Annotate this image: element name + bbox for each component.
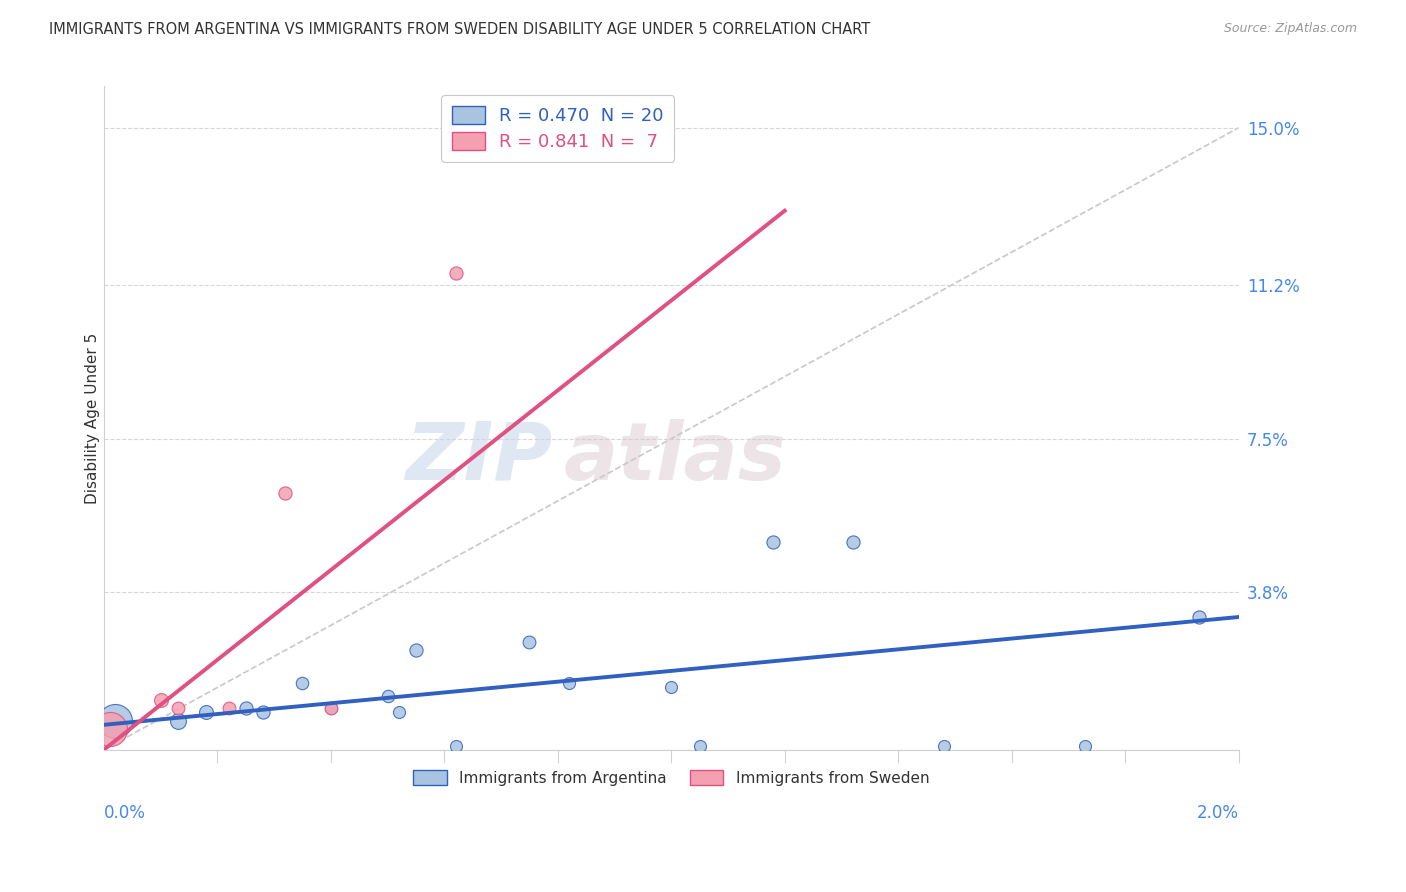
Point (104, 714, 127, 728)
Point (842, 535, 865, 549)
Text: 2.0%: 2.0% (1197, 804, 1239, 822)
Point (405, 643, 427, 657)
Point (1188, 610, 1211, 624)
Point (444, 739, 467, 753)
Point (98, 722, 121, 736)
Point (319, 701, 342, 715)
Point (519, 635, 541, 649)
Point (558, 676, 581, 690)
Point (218, 701, 240, 715)
Text: 0.0%: 0.0% (104, 804, 146, 822)
Text: Source: ZipAtlas.com: Source: ZipAtlas.com (1223, 22, 1357, 36)
Point (149, 693, 172, 707)
Point (195, 706, 218, 720)
Point (659, 681, 682, 695)
Point (388, 706, 411, 720)
Point (762, 535, 785, 549)
Point (235, 701, 257, 715)
Point (932, 739, 955, 753)
Point (689, 739, 711, 753)
Text: ZIP: ZIP (405, 419, 553, 497)
Point (166, 714, 188, 728)
Text: IMMIGRANTS FROM ARGENTINA VS IMMIGRANTS FROM SWEDEN DISABILITY AGE UNDER 5 CORRE: IMMIGRANTS FROM ARGENTINA VS IMMIGRANTS … (49, 22, 870, 37)
Point (252, 706, 274, 720)
Point (274, 485, 297, 500)
Point (319, 701, 342, 715)
Point (291, 676, 314, 690)
Text: atlas: atlas (564, 419, 786, 497)
Point (377, 689, 399, 703)
Point (1074, 739, 1097, 753)
Point (444, 266, 467, 280)
Y-axis label: Disability Age Under 5: Disability Age Under 5 (86, 333, 100, 504)
Point (166, 701, 188, 715)
Legend: Immigrants from Argentina, Immigrants from Sweden: Immigrants from Argentina, Immigrants fr… (408, 764, 935, 792)
